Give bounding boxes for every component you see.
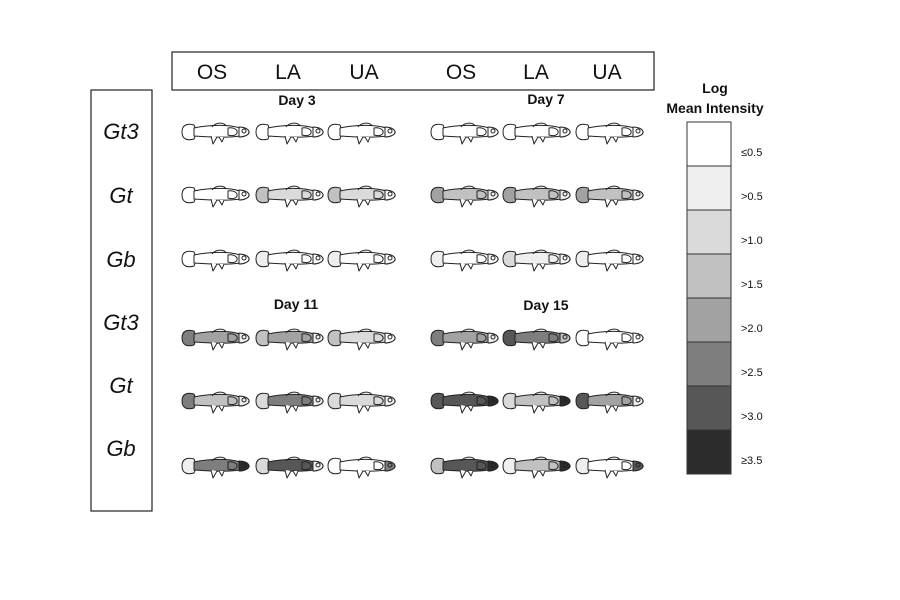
row-label-box bbox=[90, 89, 153, 512]
row-label-gb-2: Gb bbox=[106, 436, 135, 461]
legend-label: >0.5 bbox=[741, 191, 763, 203]
column-label-la-1: LA bbox=[275, 61, 301, 84]
fish-glyph bbox=[502, 391, 571, 414]
legend-label: ≤0.5 bbox=[741, 147, 762, 159]
panel-title-day-11: Day 11 bbox=[274, 296, 319, 312]
legend-swatch bbox=[686, 429, 732, 475]
fish-glyph bbox=[181, 122, 250, 145]
column-header-box bbox=[171, 51, 655, 91]
legend-label: >1.5 bbox=[741, 279, 763, 291]
legend-swatch bbox=[686, 341, 732, 387]
fish-glyph bbox=[575, 122, 644, 145]
fish-glyph bbox=[181, 391, 250, 414]
row-label-gt-1: Gt bbox=[109, 183, 133, 208]
column-label-ua-2: UA bbox=[592, 61, 621, 84]
panel-title-day-7: Day 7 bbox=[527, 91, 565, 107]
fish-glyph bbox=[181, 456, 250, 479]
column-label-ua-1: UA bbox=[349, 61, 378, 84]
legend-label: >2.5 bbox=[741, 367, 763, 379]
panel-title-day-15: Day 15 bbox=[523, 297, 568, 313]
row-label-gt3-1: Gt3 bbox=[103, 119, 139, 144]
fish-grid bbox=[181, 122, 644, 479]
legend-label: ≥3.5 bbox=[741, 455, 762, 467]
fish-glyph bbox=[181, 185, 250, 208]
column-label-os-1: OS bbox=[197, 61, 227, 84]
fish-glyph bbox=[327, 456, 396, 479]
fish-glyph bbox=[502, 328, 571, 351]
column-label-os-2: OS bbox=[446, 61, 476, 84]
legend-title-line1: Log bbox=[702, 80, 728, 96]
fish-glyph bbox=[255, 249, 324, 272]
fish-glyph bbox=[575, 185, 644, 208]
panel-title-day-3: Day 3 bbox=[278, 92, 316, 108]
fish-glyph bbox=[181, 249, 250, 272]
fish-glyph bbox=[327, 328, 396, 351]
fish-glyph bbox=[430, 328, 499, 351]
intensity-legend: Log Mean Intensity ≤0.5 >0.5 >1.0 >1.5 >2.0 >… bbox=[666, 80, 764, 475]
fish-glyph bbox=[255, 185, 324, 208]
fish-glyph bbox=[575, 249, 644, 272]
fish-glyph bbox=[430, 391, 499, 414]
fish-glyph bbox=[430, 185, 499, 208]
fish-glyph bbox=[255, 122, 324, 145]
legend-swatch bbox=[686, 165, 732, 211]
fish-glyph bbox=[575, 391, 644, 414]
fish-glyph bbox=[327, 122, 396, 145]
row-label-gt3-2: Gt3 bbox=[103, 310, 139, 335]
fish-glyph bbox=[502, 122, 571, 145]
fish-glyph bbox=[255, 391, 324, 414]
legend-swatch bbox=[686, 297, 732, 343]
row-label-gt-2: Gt bbox=[109, 373, 133, 398]
fish-glyph bbox=[575, 456, 644, 479]
fish-glyph bbox=[430, 249, 499, 272]
legend-title-line2: Mean Intensity bbox=[666, 100, 763, 116]
legend-swatch bbox=[686, 121, 732, 167]
legend-label: >2.0 bbox=[741, 323, 763, 335]
fish-glyph bbox=[502, 249, 571, 272]
legend-label: >3.0 bbox=[741, 411, 763, 423]
fish-glyph bbox=[255, 328, 324, 351]
legend-swatch bbox=[686, 253, 732, 299]
legend-swatches: ≤0.5 >0.5 >1.0 >1.5 >2.0 >2.5 >3.0 ≥3.5 bbox=[686, 121, 763, 475]
fish-glyph bbox=[575, 328, 644, 351]
legend-label: >1.0 bbox=[741, 235, 763, 247]
fish-glyph bbox=[430, 122, 499, 145]
fish-glyph bbox=[327, 185, 396, 208]
fish-glyph bbox=[502, 185, 571, 208]
column-label-la-2: LA bbox=[523, 61, 549, 84]
fish-glyph bbox=[255, 456, 324, 479]
fish-glyph bbox=[430, 456, 499, 479]
legend-swatch bbox=[686, 385, 732, 431]
fish-glyph bbox=[181, 328, 250, 351]
fish-glyph bbox=[327, 249, 396, 272]
fish-glyph bbox=[327, 391, 396, 414]
row-label-gb-1: Gb bbox=[106, 247, 135, 272]
fish-glyph bbox=[502, 456, 571, 479]
legend-swatch bbox=[686, 209, 732, 255]
